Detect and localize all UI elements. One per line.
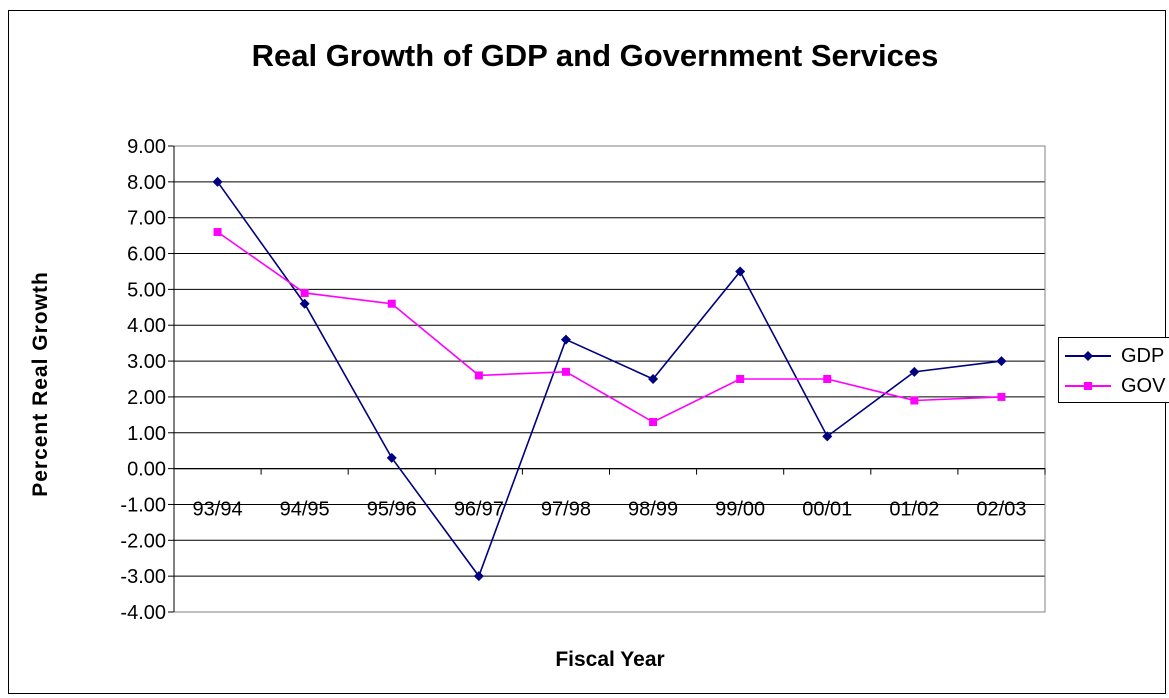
data-point-gdp bbox=[386, 452, 397, 463]
x-tick-label: 00/01 bbox=[802, 499, 852, 521]
y-tick-label: -1.00 bbox=[120, 494, 166, 516]
x-axis-title: Fiscal Year bbox=[555, 648, 665, 671]
x-tick-label: 02/03 bbox=[976, 499, 1026, 521]
y-tick-label: -3.00 bbox=[120, 566, 166, 588]
x-tick-label: 95/96 bbox=[367, 499, 417, 521]
y-tick-label: 3.00 bbox=[127, 351, 166, 373]
data-point-gov bbox=[823, 375, 832, 383]
x-tick-label: 93/94 bbox=[193, 499, 243, 521]
y-tick-label: 1.00 bbox=[127, 423, 166, 445]
y-tick-labels: 9.00 8.00 7.00 6.00 5.00 4.00 3.00 2.00 1.00 0.00… bbox=[120, 136, 166, 624]
data-point-gdp bbox=[822, 431, 833, 442]
y-tick-label: 5.00 bbox=[127, 279, 166, 301]
data-point-gdp bbox=[648, 374, 659, 384]
data-point-gov bbox=[474, 371, 483, 380]
y-tick-label: 9.00 bbox=[127, 136, 166, 158]
data-point-gov bbox=[736, 375, 745, 383]
x-tick-label: 97/98 bbox=[541, 499, 591, 521]
y-tick-label: -2.00 bbox=[120, 530, 166, 552]
y-tick-label: 8.00 bbox=[127, 172, 166, 194]
data-point-gov bbox=[561, 367, 570, 376]
y-tick-label: 0.00 bbox=[127, 459, 166, 481]
data-point-gdp bbox=[473, 571, 484, 582]
x-tick-label: 98/99 bbox=[628, 499, 678, 521]
legend-gdp-swatch bbox=[1065, 351, 1111, 361]
legend: GDP GOV bbox=[1058, 337, 1169, 403]
axes bbox=[168, 145, 1046, 613]
x-tick-label: 96/97 bbox=[454, 499, 504, 521]
x-tick-label: 99/00 bbox=[715, 499, 765, 521]
data-point-gdp bbox=[909, 366, 920, 377]
x-tick-label: 94/95 bbox=[280, 499, 330, 521]
x-tick-label: 01/02 bbox=[889, 499, 939, 521]
y-tick-label: 2.00 bbox=[127, 387, 166, 409]
legend-item-gov: GOV bbox=[1059, 374, 1169, 398]
data-point-gdp bbox=[735, 266, 746, 277]
data-point-gov bbox=[387, 299, 396, 308]
plot-border bbox=[173, 145, 1046, 613]
data-point-gov bbox=[213, 228, 222, 237]
legend-gov-swatch bbox=[1065, 382, 1111, 390]
square-marker-icon bbox=[1084, 382, 1092, 390]
x-tick-labels: 93/94 94/95 95/96 96/97 97/98 98/99 99/00 00/01… bbox=[193, 499, 1027, 521]
data-point-gov bbox=[910, 396, 919, 405]
y-tick-label: 4.00 bbox=[127, 315, 166, 337]
series bbox=[212, 176, 1007, 582]
data-point-gdp bbox=[996, 356, 1007, 367]
legend-item-gdp: GDP bbox=[1059, 344, 1169, 368]
data-point-gdp bbox=[212, 176, 223, 187]
legend-label-gdp: GDP bbox=[1121, 345, 1165, 367]
series-line-gdp bbox=[216, 181, 1002, 578]
y-tick-label: -4.00 bbox=[120, 602, 166, 624]
chart-title: Real Growth of GDP and Government Servic… bbox=[251, 38, 939, 73]
series-line-gov bbox=[217, 231, 1002, 423]
data-point-gov bbox=[997, 392, 1006, 401]
data-point-gdp bbox=[299, 298, 310, 309]
legend-label-gov: GOV bbox=[1121, 375, 1166, 397]
data-point-gov bbox=[300, 288, 309, 297]
y-tick-label: 7.00 bbox=[127, 208, 166, 230]
diamond-marker-icon bbox=[1083, 351, 1093, 361]
y-tick-label: 6.00 bbox=[127, 244, 166, 266]
data-point-gdp bbox=[560, 334, 571, 345]
gridlines bbox=[174, 145, 1045, 613]
data-point-gov bbox=[649, 418, 658, 427]
